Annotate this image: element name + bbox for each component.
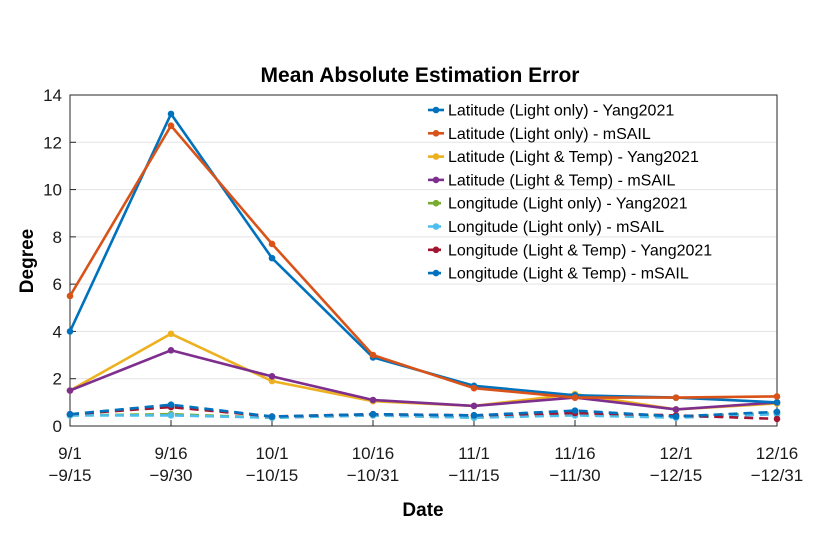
legend-marker [432,223,440,230]
data-point [268,377,276,385]
x-tick-label: 9/1 [58,444,82,463]
data-point [773,408,781,416]
y-axis-label: Degree [17,229,38,293]
legend-marker [432,269,440,277]
data-point [470,402,478,410]
series-line [70,412,778,420]
data-point [369,351,377,359]
x-tick-label: −9/30 [149,466,192,485]
y-tick-label: 0 [53,417,62,436]
x-tick-label: 10/16 [352,444,395,463]
legend-label: Latitude (Light & Temp) - Yang2021 [448,149,699,166]
legend-marker [432,199,440,207]
y-tick-label: 12 [43,133,62,152]
data-point [470,412,478,419]
data-point [167,347,175,354]
data-point [167,110,175,118]
x-tick-label: 11/16 [554,444,595,463]
legend-item: Longitude (Light & Temp) - Yang2021 [428,242,712,259]
y-tick-label: 14 [43,86,62,105]
legend-item: Latitude (Light & Temp) - mSAIL [428,172,675,189]
y-tick-label: 6 [53,275,62,294]
data-point [773,393,781,400]
legend-item: Longitude (Light only) - Yang2021 [428,196,688,213]
series-line [68,124,778,399]
data-point [268,240,276,248]
legend-marker [432,106,440,114]
x-tick-label: −9/15 [48,466,91,485]
x-axis-label: Date [402,500,443,521]
x-tick-label: −12/31 [751,466,803,485]
legend-label: Longitude (Light & Temp) - mSAIL [448,266,689,283]
chart-title: Mean Absolute Estimation Error [261,64,580,87]
data-point [571,407,579,414]
x-tick-label: −12/15 [650,466,702,485]
legend-item: Longitude (Light only) - mSAIL [428,219,664,236]
x-axis: 9/1 −9/15 9/16 −9/30 10/1 −10/15 10/16 −10/31 11… [48,420,803,485]
data-point [66,410,74,418]
data-point [773,399,781,406]
plot-frame [69,94,778,427]
series-line [69,348,778,411]
legend-label: Longitude (Light only) - mSAIL [448,219,664,236]
x-tick-label: 12/1 [659,444,692,463]
y-axis: 0 2 4 6 8 10 12 14 [43,86,76,436]
data-point [66,292,74,300]
x-tick-label: 11/1 [458,444,490,463]
y-tick-label: 2 [53,370,62,389]
data-point [470,384,478,392]
legend-marker [432,176,440,184]
data-point [66,328,74,335]
data-point [66,387,74,394]
data-point [167,401,175,409]
legend-label: Latitude (Light only) - mSAIL [448,126,651,143]
series-2 [66,122,781,401]
series-8 [66,401,781,420]
data-point [672,413,680,420]
series-line [69,403,778,418]
legend-item: Longitude (Light & Temp) - mSAIL [428,266,689,283]
x-tick-label: −11/30 [549,466,600,485]
data-point [672,406,680,413]
x-tick-label: −11/15 [448,466,499,485]
y-tick-label: 8 [53,228,62,247]
legend-item: Latitude (Light only) - mSAIL [428,126,651,143]
legend-label: Latitude (Light only) - Yang2021 [448,103,674,120]
x-tick-label: −10/31 [347,466,399,485]
data-point [773,415,781,423]
y-tick-label: 4 [53,322,62,341]
data-point [167,122,175,130]
grid-lines [70,94,777,427]
legend-label: Longitude (Light only) - Yang2021 [448,196,688,213]
legend-label: Latitude (Light & Temp) - mSAIL [448,172,675,189]
legend-item: Latitude (Light & Temp) - Yang2021 [428,149,699,166]
x-tick-label: −10/15 [246,466,298,485]
legend: Latitude (Light only) - Yang2021 Latitude… [428,103,712,283]
data-point [369,410,377,418]
legend-marker [432,153,440,160]
legend-marker [432,130,440,137]
legend-label: Longitude (Light & Temp) - Yang2021 [448,242,712,259]
legend-item: Latitude (Light only) - Yang2021 [428,103,674,120]
x-tick-label: 9/16 [154,444,187,463]
data-point [268,413,276,420]
x-tick-label: 10/1 [255,444,288,463]
data-point [268,373,276,380]
x-tick-label: 12/16 [756,444,799,463]
data-point [268,254,276,262]
data-point [571,394,579,401]
series-group [66,110,781,423]
data-point [369,396,377,404]
data-point [167,330,175,338]
data-point [167,412,175,419]
legend-marker [432,246,440,254]
data-point [672,394,680,401]
y-tick-label: 10 [43,181,62,200]
